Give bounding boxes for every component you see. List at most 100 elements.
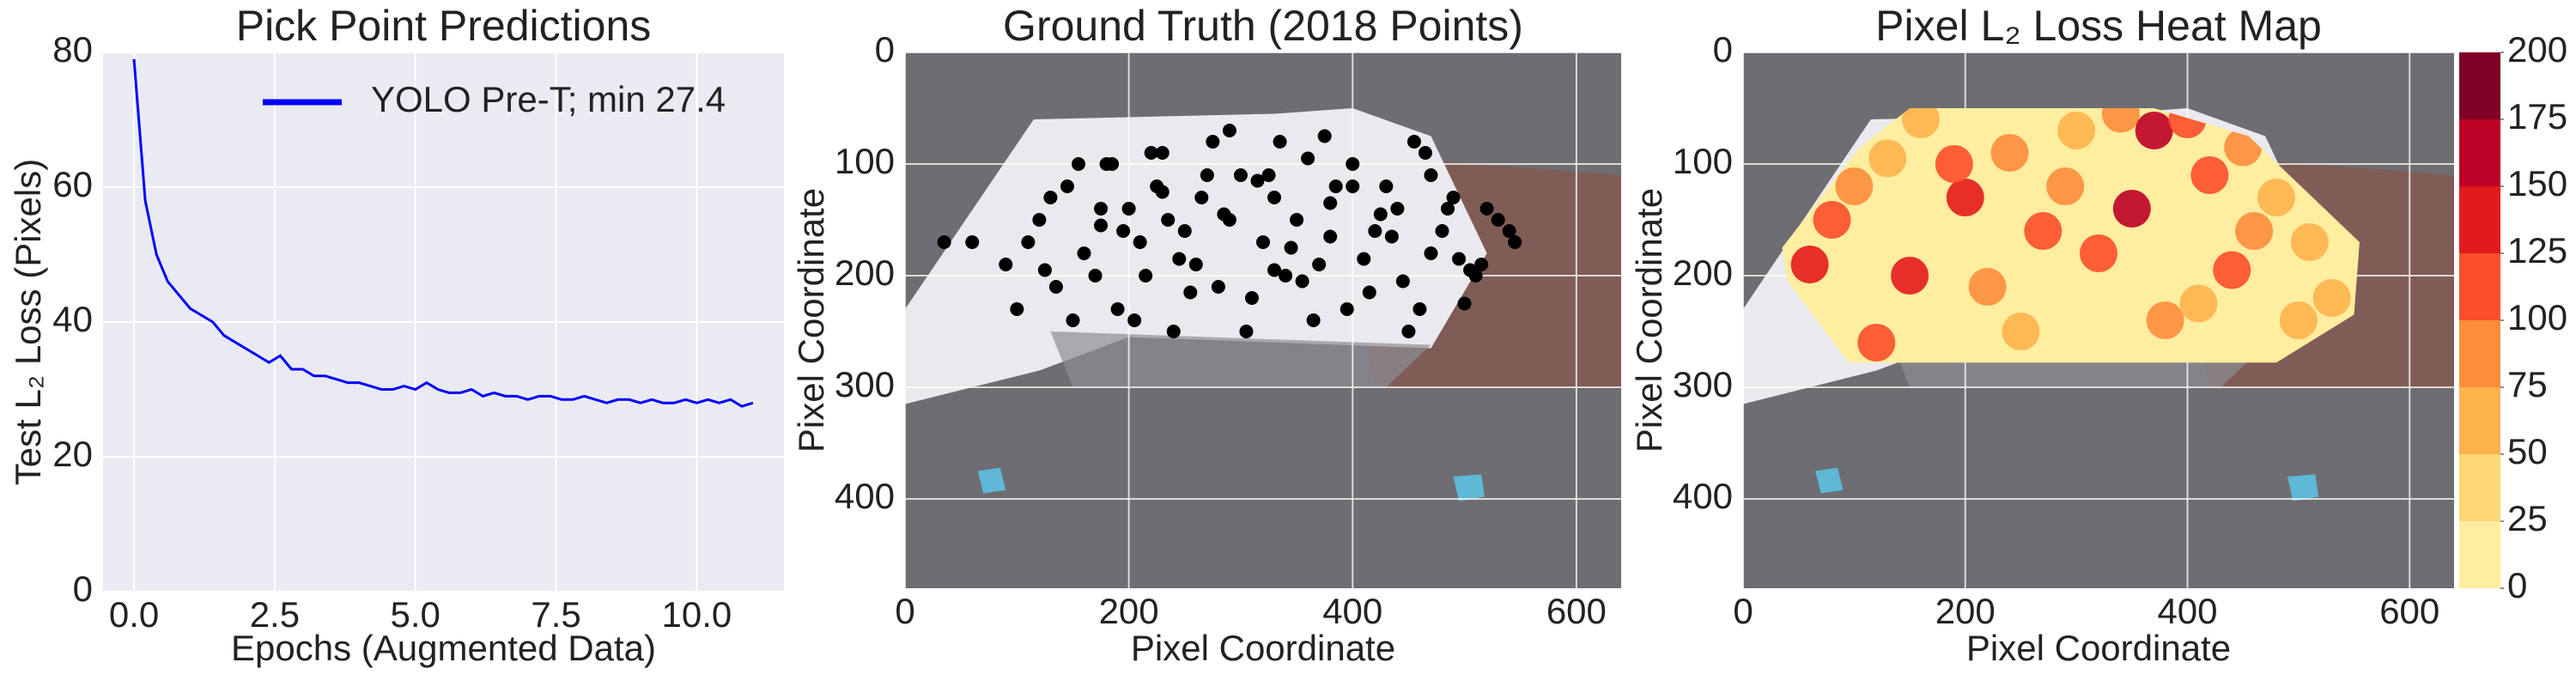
- scatter-point: [1172, 252, 1187, 266]
- heat-spot: [2279, 301, 2318, 339]
- y-tick-label: 100: [1673, 141, 1733, 181]
- scatter-point: [1066, 313, 1080, 327]
- scatter-point: [1037, 263, 1052, 277]
- scatter-point: [1217, 207, 1231, 222]
- y-axis-label: Pixel Coordinate: [1629, 188, 1669, 453]
- scatter-point: [937, 235, 951, 249]
- x-tick-label: 0: [1733, 591, 1753, 631]
- scatter-point: [1105, 157, 1120, 171]
- y-tick-label: 100: [835, 141, 895, 181]
- heat-spot: [1990, 134, 2029, 172]
- scatter-point: [1116, 224, 1131, 238]
- scatter-point: [1200, 168, 1214, 182]
- scatter-point: [1233, 168, 1248, 182]
- scatter-point: [1250, 173, 1265, 188]
- scatter-point: [1206, 135, 1220, 149]
- heat-spot: [2190, 156, 2229, 194]
- colorbar-tick-label: 200: [2507, 29, 2567, 70]
- scatter-point: [1340, 302, 1354, 316]
- scatter-point: [1435, 224, 1449, 238]
- y-axis-label: Test L₂ Loss (Pixels): [8, 159, 48, 485]
- y-axis-label: Pixel Coordinate: [791, 188, 831, 453]
- scatter-point: [1094, 202, 1109, 216]
- scatter-point: [1188, 258, 1203, 271]
- scatter-point: [1463, 263, 1478, 277]
- scatter-point: [1479, 202, 1494, 216]
- heat-spot: [2146, 301, 2184, 339]
- x-tick-label: 5.0: [391, 594, 440, 635]
- scatter-point: [1306, 313, 1321, 327]
- x-tick-label: 0.0: [109, 594, 159, 635]
- scatter-point: [1239, 325, 1254, 338]
- scatter-point: [1060, 179, 1074, 193]
- scatter-point: [1279, 269, 1293, 283]
- y-tick-label: 200: [835, 252, 895, 293]
- colorbar-tick-label: 75: [2507, 364, 2548, 404]
- plot-area: [1743, 52, 2454, 588]
- scatter-point: [1312, 258, 1327, 271]
- colorbar-segment: [2459, 387, 2500, 454]
- scatter-point: [1121, 202, 1136, 216]
- scatter-point: [1273, 135, 1287, 149]
- y-tick-label: 300: [1673, 364, 1733, 404]
- y-tick-label: 0: [875, 29, 895, 70]
- chart-title: Ground Truth (2018 Points): [1003, 2, 1523, 50]
- scatter-point: [1048, 280, 1063, 294]
- colorbar-tick-label: 150: [2507, 163, 2567, 204]
- heat-spot: [1835, 167, 1874, 205]
- colorbar-segment: [2459, 521, 2500, 588]
- x-axis-label: Pixel Coordinate: [1131, 628, 1395, 668]
- colorbar-segment: [2459, 320, 2500, 387]
- x-tick-label: 200: [1099, 591, 1159, 631]
- y-tick-label: 20: [52, 434, 93, 474]
- x-tick-label: 0: [895, 591, 914, 631]
- x-tick-label: 400: [2157, 591, 2217, 631]
- heat-spot: [2290, 223, 2329, 261]
- colorbar-tick-label: 175: [2507, 96, 2567, 137]
- plot-area: [103, 52, 784, 592]
- colorbar-tick-label: 0: [2507, 565, 2527, 605]
- scatter-point: [1127, 313, 1142, 327]
- scatter-point: [1295, 274, 1309, 289]
- y-tick-label: 200: [1673, 252, 1733, 293]
- heat-spot: [2057, 112, 2096, 149]
- colorbar-segment: [2459, 253, 2500, 320]
- chart-title: Pick Point Predictions: [236, 2, 652, 50]
- heat-spot: [1868, 139, 1907, 178]
- scatter-point: [1077, 246, 1091, 260]
- x-tick-label: 200: [1935, 591, 1996, 631]
- scatter-point: [1508, 235, 1522, 249]
- scatter-point: [1021, 235, 1036, 249]
- y-tick-label: 300: [835, 364, 895, 404]
- y-tick-label: 60: [52, 164, 93, 204]
- scatter-point: [1474, 258, 1489, 271]
- heat-spot: [2312, 279, 2351, 317]
- photo-marker: [1815, 467, 1844, 494]
- scatter-point: [1424, 246, 1438, 260]
- heat-spot: [2101, 108, 2140, 133]
- scatter-point: [1446, 191, 1461, 204]
- scatter-point: [965, 235, 980, 249]
- legend-label: YOLO Pre-T; min 27.4: [371, 79, 726, 119]
- heat-spot: [1968, 268, 2007, 306]
- scatter-point: [1290, 213, 1304, 227]
- scatter-point: [1267, 263, 1282, 277]
- scatter-point: [1373, 207, 1388, 222]
- colorbar-segment: [2459, 52, 2500, 119]
- scatter-point: [1043, 191, 1058, 204]
- series-line: [132, 58, 754, 408]
- scatter-point: [1390, 202, 1405, 216]
- heat-spot: [2257, 179, 2295, 216]
- scatter-point: [1110, 302, 1125, 316]
- colorbar-tick-label: 100: [2507, 297, 2567, 337]
- scatter-point: [1457, 296, 1472, 311]
- scatter-point: [1166, 325, 1181, 338]
- y-tick-label: 400: [835, 476, 895, 516]
- scatter-point: [1139, 269, 1153, 283]
- heat-spot: [2080, 234, 2117, 272]
- heat-spot: [2046, 167, 2085, 205]
- scatter-point: [1010, 302, 1024, 316]
- colorbar-tick-label: 125: [2507, 230, 2567, 271]
- y-tick-label: 0: [1713, 29, 1733, 70]
- colorbar-segment: [2459, 119, 2500, 186]
